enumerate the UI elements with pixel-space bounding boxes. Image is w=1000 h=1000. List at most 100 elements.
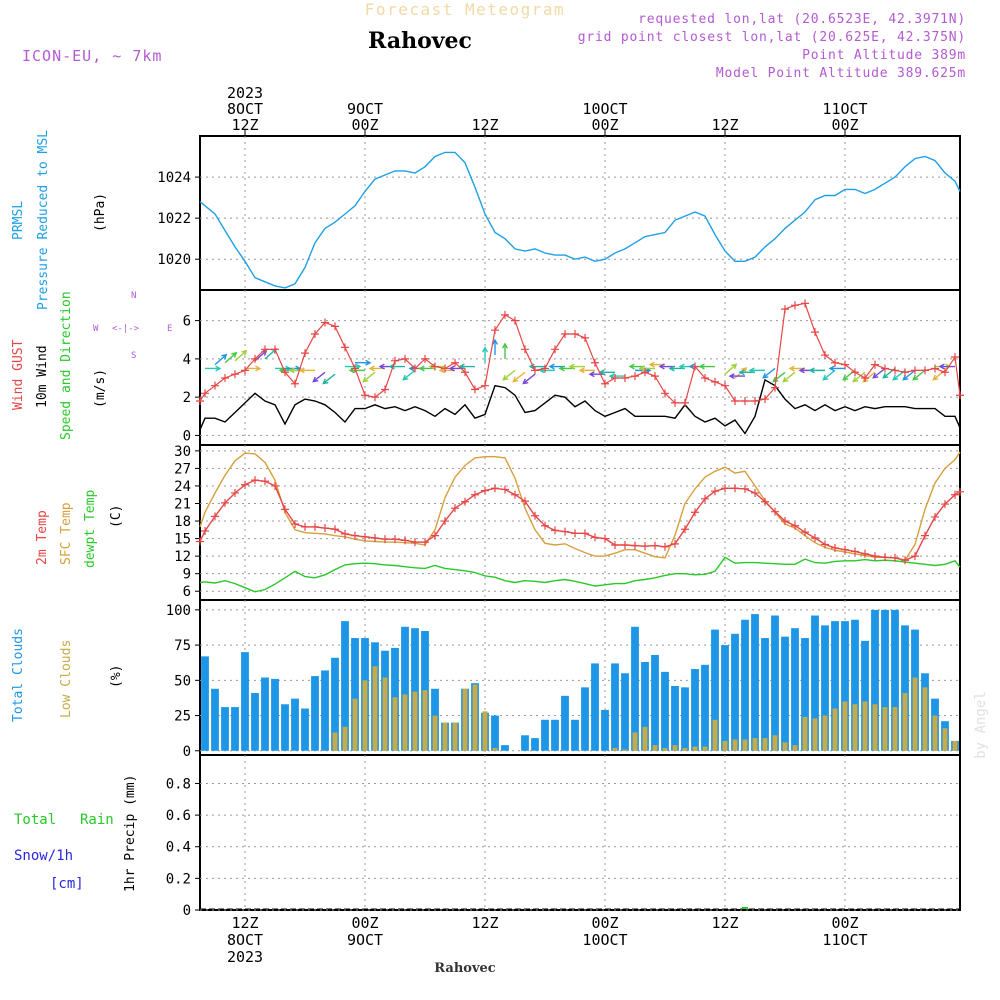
low-clouds-bar xyxy=(772,735,778,751)
temp2m-line-point xyxy=(341,529,349,538)
low-clouds-bar xyxy=(412,691,418,751)
total-clouds-bar xyxy=(851,619,859,751)
total-clouds-bar xyxy=(641,662,649,751)
gust-line-point xyxy=(301,349,309,358)
total-clouds-bar xyxy=(701,664,709,751)
y-tick-label: 0 xyxy=(183,903,191,919)
gust-line-point xyxy=(481,381,489,390)
temp2m-line-point xyxy=(231,488,239,497)
wind-direction-arrow xyxy=(481,346,489,363)
sfc-label: SFC Temp xyxy=(59,502,74,565)
top-time-label: 12Z xyxy=(231,116,258,134)
sfc-temp-line xyxy=(199,451,961,561)
temp2m-line-point xyxy=(641,542,649,551)
low-clouds-bar xyxy=(792,745,798,751)
pressure-labels: PRMSL Pressure Reduced to MSL (hPa) xyxy=(11,130,108,310)
total-clouds-bar xyxy=(491,715,499,751)
temp2m-line-point xyxy=(561,527,569,536)
wind-frame xyxy=(199,289,961,446)
y-tick-label: 50 xyxy=(174,673,191,689)
info-line-3: Point Altitude 389m xyxy=(802,48,966,63)
total-clouds-bar xyxy=(351,638,359,751)
low-clouds-bar xyxy=(372,666,378,751)
gust-line-point xyxy=(401,354,409,363)
gust-line-point xyxy=(861,374,869,383)
wind10m-label: 10m Wind xyxy=(35,345,50,408)
total-clouds-bar xyxy=(841,621,849,751)
bottom-time-label: 00Z xyxy=(591,914,618,932)
gust-line-point xyxy=(311,330,319,339)
compass-ew: <-|-> xyxy=(112,324,140,334)
temp2m-line-point xyxy=(881,553,889,562)
gust-line-point xyxy=(431,362,439,371)
y-tick-label: 1020 xyxy=(157,252,191,268)
low-clouds-label: Low Clouds xyxy=(59,640,74,718)
total-clouds-bar xyxy=(881,609,889,751)
data-layer xyxy=(196,151,964,910)
low-clouds-bar xyxy=(362,680,368,751)
temp2m-line-point xyxy=(771,507,779,516)
temp2m-line-point xyxy=(841,545,849,554)
total-clouds-bar xyxy=(791,628,799,751)
gust-line-point xyxy=(521,345,529,354)
temp2m-line-point xyxy=(291,519,299,528)
gust-line-point xyxy=(951,352,959,361)
top-time-label: 9OCT xyxy=(347,100,383,118)
temp2m-line-point xyxy=(831,543,839,552)
gust-line-point xyxy=(381,385,389,394)
low-clouds-bar xyxy=(672,745,678,751)
total-clouds-bar xyxy=(291,698,299,751)
temp2m-line-point xyxy=(521,497,529,506)
snow-label-a: Snow/1h xyxy=(14,848,73,864)
temp2m-line-point xyxy=(411,538,419,547)
temp2m-line-point xyxy=(351,531,359,540)
gust-line-point xyxy=(411,364,419,373)
gust-line-point xyxy=(371,393,379,402)
temp2m-line-point xyxy=(241,480,249,489)
total-clouds-bar xyxy=(671,685,679,751)
gust-line-point xyxy=(911,366,919,375)
temp2m-line-point xyxy=(921,531,929,540)
wind-direction-arrow xyxy=(724,363,738,375)
y-tick-label: 12 xyxy=(174,549,191,565)
total-clouds-bar xyxy=(891,609,899,751)
low-clouds-bar xyxy=(852,704,858,751)
gust-line-point xyxy=(571,330,579,339)
total-clouds-bar xyxy=(561,695,569,751)
gust-line-point xyxy=(341,343,349,352)
total-clouds-bar xyxy=(201,656,209,751)
temp2m-line-point xyxy=(201,526,209,535)
total-clouds-bar xyxy=(831,621,839,751)
precip-frame xyxy=(199,754,961,911)
info-line-4: Model Point Altitude 389.625m xyxy=(716,66,966,81)
low-clouds-bar xyxy=(452,722,458,751)
bottom-time-label: 9OCT xyxy=(347,931,383,949)
temp2m-line-point xyxy=(451,504,459,513)
temp2m-line-point xyxy=(731,484,739,493)
bottom-time-label: 11OCT xyxy=(822,931,867,949)
compass-w: W xyxy=(93,324,99,334)
gust-line-point xyxy=(201,389,209,398)
wind-direction-arrow xyxy=(522,373,536,385)
y-tick-label: 75 xyxy=(174,638,191,654)
low-clouds-bar xyxy=(392,697,398,751)
temp2m-line-point xyxy=(581,529,589,538)
y-tick-label: 21 xyxy=(174,496,191,512)
gust-line-point xyxy=(541,364,549,373)
temp2m-line-point xyxy=(721,484,729,493)
total-clouds-bar xyxy=(571,719,579,751)
total-clouds-bar xyxy=(551,719,559,751)
low-clouds-bar xyxy=(622,749,628,751)
top-time-label: 10OCT xyxy=(582,100,627,118)
gust-line-point xyxy=(831,358,839,367)
gust-line-point xyxy=(711,377,719,386)
temp2m-line-point xyxy=(761,497,769,506)
y-tick-label: 1024 xyxy=(157,170,191,186)
total-clouds-bar xyxy=(601,709,609,751)
precip-labels: Total Rain Snow/1h [cm] 1hr Precip (mm) xyxy=(14,775,138,892)
low-clouds-bar xyxy=(812,718,818,751)
compass: N W <-|-> E S xyxy=(93,291,172,361)
total-clouds-label: Total Clouds xyxy=(11,628,26,722)
bottom-time-label: 2023 xyxy=(227,948,263,966)
total-clouds-bar xyxy=(301,708,309,751)
